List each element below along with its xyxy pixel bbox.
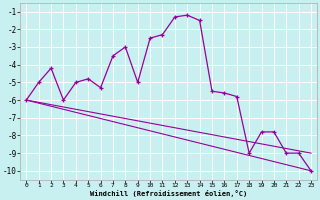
X-axis label: Windchill (Refroidissement éolien,°C): Windchill (Refroidissement éolien,°C) [90,190,247,197]
